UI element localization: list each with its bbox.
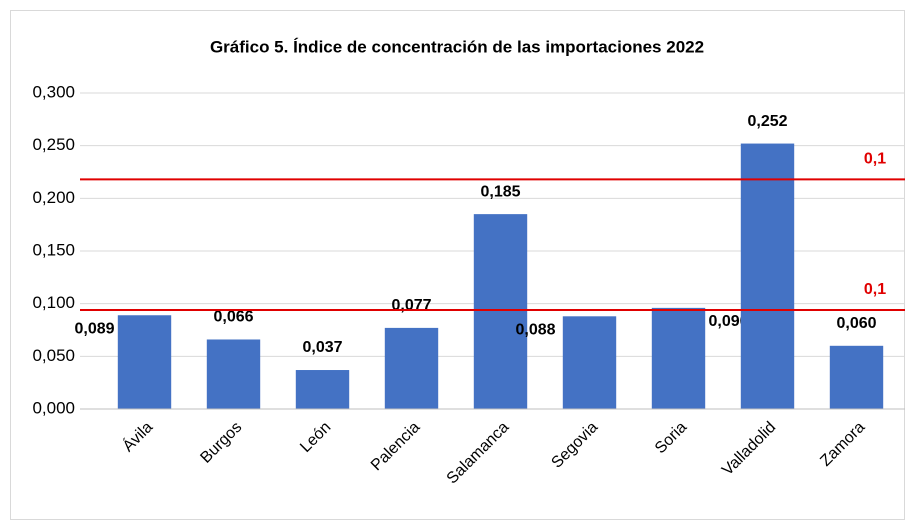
y-tick-label: 0,050 [32, 346, 75, 365]
value-label: 0,037 [302, 339, 342, 356]
y-tick-label: 0,250 [32, 135, 75, 154]
value-label: 0,096 [708, 313, 748, 330]
reference-label: 0,1 [864, 281, 886, 298]
bar [562, 316, 617, 409]
bar [829, 345, 884, 409]
bar [206, 339, 261, 409]
value-label: 0,066 [213, 309, 253, 326]
y-tick-label: 0,300 [32, 82, 75, 101]
chart-title: Gráfico 5. Índice de concentración de la… [210, 37, 704, 56]
bar [384, 327, 439, 409]
bar [740, 143, 795, 409]
value-label: 0,077 [391, 297, 431, 314]
reference-label: 0,1 [864, 151, 886, 168]
bar [117, 315, 172, 409]
y-tick-label: 0,200 [32, 188, 75, 207]
value-label: 0,252 [747, 113, 787, 130]
bar [473, 214, 528, 409]
value-label: 0,088 [515, 322, 555, 339]
value-label: 0,185 [480, 183, 520, 200]
value-label: 0,089 [74, 320, 114, 337]
y-tick-label: 0,150 [32, 240, 75, 259]
bar [651, 307, 706, 409]
bar [295, 370, 350, 409]
y-tick-label: 0,100 [32, 293, 75, 312]
value-label: 0,060 [836, 315, 876, 332]
y-tick-label: 0,000 [32, 398, 75, 417]
